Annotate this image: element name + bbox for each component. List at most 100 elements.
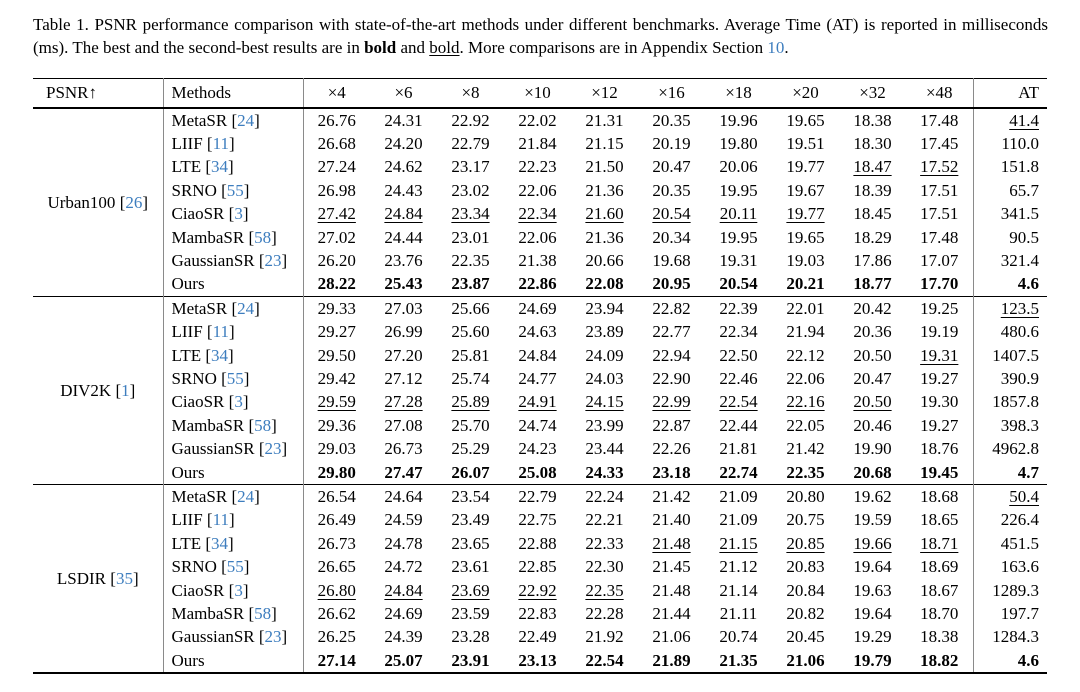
psnr-value-text: 24.69	[384, 603, 423, 623]
psnr-value: 19.65	[772, 108, 839, 132]
psnr-value: 21.50	[571, 156, 638, 179]
at-value: 4.6	[972, 272, 1047, 297]
psnr-value-text: 19.27	[920, 368, 959, 388]
psnr-value: 29.33	[303, 296, 370, 321]
citation-link[interactable]: 24	[237, 110, 255, 130]
psnr-value: 20.66	[571, 249, 638, 272]
psnr-value: 21.31	[571, 108, 638, 132]
psnr-value-text: 24.91	[518, 392, 557, 412]
psnr-value-text: 22.54	[719, 392, 758, 412]
psnr-value-text: 22.30	[585, 557, 624, 577]
psnr-value-text: 26.49	[317, 510, 356, 530]
psnr-value: 18.38	[906, 626, 973, 649]
psnr-value: 18.82	[906, 649, 973, 673]
psnr-value: 24.15	[571, 391, 638, 414]
psnr-value-text: 22.92	[451, 110, 490, 130]
psnr-value-text: 21.40	[652, 510, 691, 530]
citation-link[interactable]: 58	[254, 415, 272, 435]
appendix-section-link[interactable]: 10	[767, 38, 785, 57]
psnr-value: 22.75	[504, 509, 571, 532]
psnr-value-text: 27.03	[384, 298, 423, 318]
psnr-value-text: 20.68	[853, 462, 892, 482]
citation-link[interactable]: 35	[115, 568, 133, 588]
table-row: SRNO [55] 26.65 24.72 23.61 22.85 22.30 21.45 2…	[33, 555, 1047, 579]
psnr-value-text: 29.59	[317, 392, 356, 412]
citation-link[interactable]: 23	[264, 439, 282, 459]
citation-link[interactable]: 55	[226, 557, 244, 577]
psnr-value: 17.48	[906, 226, 973, 249]
citation-link[interactable]: 1	[121, 380, 130, 400]
citation-link[interactable]: 23	[264, 627, 282, 647]
psnr-value-text: 24.09	[585, 345, 624, 365]
psnr-value: 22.99	[638, 391, 705, 414]
at-value-text: 4.7	[1017, 462, 1039, 482]
psnr-value: 22.34	[705, 321, 772, 344]
psnr-value-text: 22.87	[652, 415, 691, 435]
psnr-value-text: 20.95	[652, 274, 691, 294]
psnr-value-text: 23.87	[451, 274, 490, 294]
psnr-value-text: 22.34	[518, 204, 557, 224]
psnr-value: 20.95	[638, 273, 705, 297]
at-value: 1284.3	[972, 625, 1047, 649]
psnr-value-text: 23.17	[451, 157, 490, 177]
table-row: SRNO [55] 26.98 24.43 23.02 22.06 21.36 20.35 1…	[33, 179, 1047, 203]
psnr-value: 21.42	[772, 437, 839, 460]
method-name: LIIF	[171, 322, 203, 342]
psnr-value-text: 21.36	[585, 180, 624, 200]
psnr-value-text: 23.94	[585, 298, 624, 318]
method-cell: SRNO [55]	[163, 179, 304, 203]
at-value-text: 197.7	[1000, 603, 1039, 623]
psnr-value: 20.06	[705, 156, 772, 179]
psnr-value-text: 29.80	[317, 462, 356, 482]
at-value: 1857.8	[972, 390, 1047, 415]
psnr-value-text: 19.25	[920, 298, 959, 318]
at-value-text: 65.7	[1009, 180, 1039, 200]
at-value-text: 123.5	[1000, 298, 1039, 318]
psnr-value: 22.46	[705, 367, 772, 390]
citation-link[interactable]: 24	[237, 486, 255, 506]
citation-link[interactable]: 11	[212, 510, 229, 530]
citation-link[interactable]: 26	[125, 192, 143, 212]
psnr-value: 24.44	[370, 226, 437, 249]
citation-link[interactable]: 55	[226, 180, 244, 200]
citation-link[interactable]: 23	[264, 251, 282, 271]
psnr-value: 17.07	[906, 249, 973, 272]
citation-link[interactable]: 58	[254, 603, 272, 623]
psnr-value-text: 26.80	[317, 580, 356, 600]
psnr-value-text: 20.83	[786, 557, 825, 577]
citation-link[interactable]: 55	[226, 368, 244, 388]
method-name: LIIF	[171, 510, 203, 530]
citation-link[interactable]: 11	[212, 134, 229, 154]
psnr-value: 21.48	[638, 532, 705, 555]
psnr-value-text: 19.45	[920, 462, 959, 482]
psnr-value: 20.82	[772, 602, 839, 625]
citation-link[interactable]: 3	[234, 204, 243, 224]
header-scale-x8: ×8	[437, 78, 504, 109]
table-row: GaussianSR [23] 26.20 23.76 22.35 21.38 20.66…	[33, 249, 1047, 273]
psnr-value-text: 17.45	[920, 134, 959, 154]
at-value: 390.9	[972, 367, 1047, 391]
method-name: Ours	[171, 650, 205, 670]
psnr-value-text: 22.90	[652, 368, 691, 388]
citation-link[interactable]: 34	[211, 157, 229, 177]
psnr-value-text: 24.03	[585, 368, 624, 388]
psnr-value-text: 23.65	[451, 533, 490, 553]
citation-link[interactable]: 34	[211, 345, 229, 365]
psnr-value-text: 25.66	[451, 298, 490, 318]
citation-link[interactable]: 3	[234, 392, 243, 412]
citation-link[interactable]: 58	[254, 227, 272, 247]
psnr-value-text: 22.44	[719, 415, 758, 435]
citation-link[interactable]: 24	[237, 298, 255, 318]
psnr-value: 26.07	[437, 461, 504, 485]
psnr-value-text: 21.06	[786, 650, 825, 670]
psnr-value-text: 19.19	[920, 322, 959, 342]
psnr-value: 24.72	[370, 555, 437, 578]
psnr-value: 20.11	[705, 203, 772, 226]
citation-link[interactable]: 3	[234, 580, 243, 600]
psnr-value: 24.84	[370, 579, 437, 602]
psnr-value: 18.67	[906, 579, 973, 602]
psnr-value: 24.69	[504, 296, 571, 321]
citation-link[interactable]: 11	[212, 322, 229, 342]
psnr-value-text: 18.38	[920, 627, 959, 647]
citation-link[interactable]: 34	[211, 533, 229, 553]
